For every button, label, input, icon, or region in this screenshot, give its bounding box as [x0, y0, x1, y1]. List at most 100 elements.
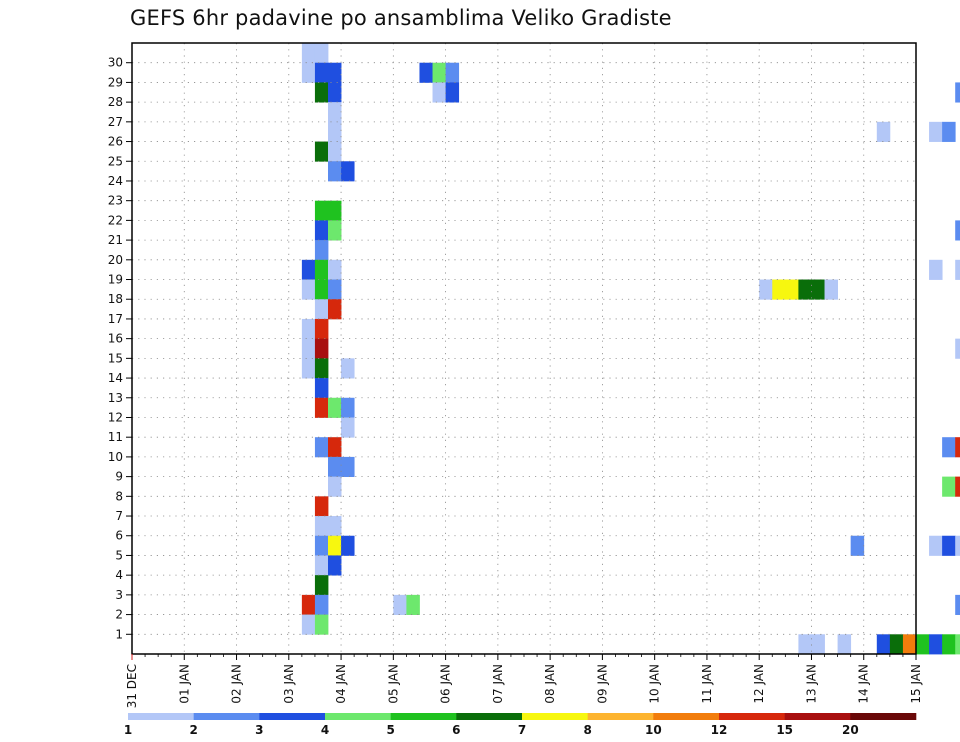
heatmap-cell: [811, 279, 825, 300]
y-tick-label: 22: [108, 213, 123, 227]
y-tick-label: 10: [108, 450, 123, 464]
x-tick-label: 12 JAN: [752, 664, 766, 704]
y-tick-label: 1: [115, 627, 123, 641]
y-tick-label: 11: [108, 430, 123, 444]
heatmap-cell: [314, 220, 329, 241]
plot-area: [132, 43, 916, 654]
heatmap-cell: [916, 634, 930, 655]
y-tick-label: 8: [115, 489, 123, 503]
heatmap-cell: [955, 437, 960, 458]
heatmap-cell: [301, 594, 316, 615]
heatmap-cell: [889, 634, 904, 655]
colorbar-swatch: [587, 713, 654, 720]
heatmap-cell: [328, 476, 342, 497]
y-tick-label: 29: [108, 75, 123, 89]
heatmap-cell: [785, 279, 799, 300]
heatmap-cell: [328, 102, 342, 123]
x-axis: 31 DEC 01 JAN 02 JAN 03 JAN 04 JAN 05 JAN 06 J…: [125, 654, 923, 708]
heatmap-cell: [902, 634, 917, 655]
heatmap-cell: [772, 279, 786, 300]
y-tick-label: 15: [108, 351, 123, 365]
heatmap-cell: [301, 43, 316, 64]
heatmap-cell: [341, 456, 355, 478]
heatmap-cell: [341, 417, 355, 438]
colorbar-label: 20: [842, 723, 859, 737]
heatmap-cell: [341, 535, 355, 556]
y-tick-label: 24: [108, 174, 123, 188]
heatmap-cell: [328, 220, 342, 241]
heatmap-cell: [314, 299, 329, 320]
grid-lines: [132, 43, 916, 654]
colorbar-swatch: [456, 713, 523, 720]
colorbar-label: 8: [583, 723, 591, 737]
heatmap-cell: [328, 121, 342, 142]
y-tick-label: 20: [108, 253, 123, 267]
x-tick-label: 05 JAN: [386, 664, 400, 704]
heatmap-cell: [314, 141, 329, 162]
colorbar-label: 5: [386, 723, 394, 737]
heatmap-cell: [445, 82, 460, 103]
y-tick-label: 12: [108, 410, 123, 424]
heatmap-cell: [432, 62, 446, 83]
heatmap-cell: [837, 634, 852, 655]
heatmap-cell: [328, 200, 342, 221]
y-tick-label: 26: [108, 135, 123, 149]
heatmap-cell: [314, 397, 329, 418]
colorbar-swatch: [850, 713, 917, 720]
y-tick-label: 28: [108, 95, 123, 109]
heatmap-cell: [798, 634, 812, 655]
heatmap-cell: [314, 43, 329, 64]
y-tick-label: 30: [108, 56, 123, 70]
colorbar-swatch: [522, 713, 588, 720]
y-tick-label: 2: [115, 608, 123, 622]
x-tick-label: 14 JAN: [857, 664, 871, 704]
x-tick-label: 10 JAN: [648, 664, 662, 704]
x-tick-label: 01 JAN: [177, 664, 191, 704]
heatmap-cell: [929, 121, 943, 142]
heatmap-cell: [314, 535, 329, 556]
y-tick-label: 17: [108, 312, 123, 326]
heatmap-cell: [942, 121, 956, 142]
heatmap-cell: [955, 535, 960, 556]
heatmap-cell: [955, 476, 960, 497]
heatmap-cell: [314, 259, 329, 280]
heatmap-cell: [798, 279, 812, 300]
heatmap-cell: [328, 535, 342, 556]
y-tick-label: 3: [115, 588, 123, 602]
heatmap-cell: [314, 200, 329, 221]
heatmap-cell: [824, 279, 838, 300]
colorbar-swatch: [325, 713, 391, 720]
colorbar-swatch: [128, 713, 194, 720]
colorbar-label: 12: [711, 723, 728, 737]
x-tick-label: 15 JAN: [909, 664, 923, 704]
colorbar-label: 4: [321, 723, 329, 737]
heatmap-cell: [942, 535, 956, 556]
heatmap-cell: [955, 220, 960, 241]
heatmap-cell: [301, 259, 316, 280]
heatmap-cell: [759, 279, 773, 300]
x-tick-label: 02 JAN: [230, 664, 244, 704]
colorbar-swatch: [719, 713, 785, 720]
heatmap-cell: [314, 437, 329, 458]
colorbar-label: 6: [452, 723, 460, 737]
heatmap-cell: [406, 594, 420, 615]
heatmap-cell: [314, 82, 329, 103]
colorbar-label: 10: [645, 723, 662, 737]
heatmap-cell: [942, 634, 956, 655]
colorbar-swatch: [784, 713, 851, 720]
y-tick-label: 19: [108, 273, 123, 287]
heatmap-cell: [328, 82, 342, 103]
x-tick-label: 07 JAN: [491, 664, 505, 704]
heatmap-cell: [955, 594, 960, 615]
colorbar-swatch: [653, 713, 720, 720]
heatmap-cell: [314, 496, 329, 517]
heatmap-cell: [314, 575, 329, 596]
x-tick-label: 03 JAN: [282, 664, 296, 704]
colorbar-label: 2: [189, 723, 197, 737]
heatmap-cell: [942, 476, 956, 497]
colorbar-swatch: [259, 713, 326, 720]
heatmap-cell: [328, 141, 342, 162]
heatmap-cell: [328, 397, 342, 418]
heatmap-cell: [328, 279, 342, 300]
colorbar-label: 3: [255, 723, 263, 737]
